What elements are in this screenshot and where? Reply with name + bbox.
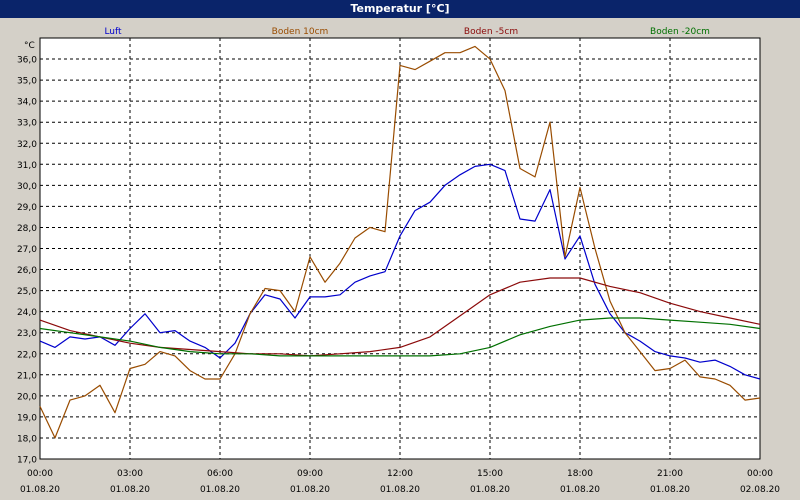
- window-title: Temperatur [°C]: [0, 0, 800, 18]
- y-tick-label: 27,0: [17, 245, 37, 255]
- y-tick-label: 36,0: [17, 56, 37, 66]
- y-tick-label: 35,0: [17, 77, 37, 87]
- y-tick-label: 32,0: [17, 140, 37, 150]
- x-tick-date-label: 01.08.20: [650, 485, 690, 495]
- y-tick-label: 34,0: [17, 98, 37, 108]
- x-tick-time-label: 21:00: [657, 469, 683, 479]
- y-tick-label: 28,0: [17, 224, 37, 234]
- x-tick-date-label: 01.08.20: [380, 485, 420, 495]
- y-tick-label: 22,0: [17, 350, 37, 360]
- legend-entry: Boden 10cm: [272, 27, 329, 37]
- y-tick-label: 17,0: [17, 456, 37, 466]
- legend-entry: Luft: [104, 27, 122, 37]
- series-line: [39, 163, 761, 380]
- series-line: [39, 45, 761, 439]
- x-tick-date-label: 01.08.20: [200, 485, 240, 495]
- x-tick-date-label: 01.08.20: [470, 485, 510, 495]
- y-tick-label: 18,0: [17, 434, 37, 444]
- y-tick-label: 30,0: [17, 182, 37, 192]
- x-tick-time-label: 15:00: [477, 469, 503, 479]
- y-tick-label: 29,0: [17, 203, 37, 213]
- x-tick-date-label: 01.08.20: [290, 485, 330, 495]
- x-tick-time-label: 09:00: [297, 469, 323, 479]
- y-tick-label: 19,0: [17, 413, 37, 423]
- x-tick-date-label: 01.08.20: [110, 485, 150, 495]
- x-tick-date-label: 01.08.20: [20, 485, 60, 495]
- y-tick-label: 26,0: [17, 266, 37, 276]
- x-tick-time-label: 12:00: [387, 469, 413, 479]
- series-line: [39, 317, 761, 357]
- x-tick-time-label: 03:00: [117, 469, 143, 479]
- y-tick-label: 33,0: [17, 119, 37, 129]
- legend-entry: Boden -5cm: [464, 27, 518, 37]
- y-tick-label: 25,0: [17, 287, 37, 297]
- y-axis-unit-label: °C: [24, 41, 35, 51]
- y-tick-label: 31,0: [17, 161, 37, 171]
- y-tick-label: 23,0: [17, 329, 37, 339]
- x-tick-time-label: 06:00: [207, 469, 233, 479]
- y-tick-label: 21,0: [17, 371, 37, 381]
- legend-entry: Boden -20cm: [650, 27, 710, 37]
- x-tick-date-label: 01.08.20: [560, 485, 600, 495]
- y-tick-label: 24,0: [17, 308, 37, 318]
- y-tick-label: 20,0: [17, 392, 37, 402]
- x-tick-time-label: 00:00: [747, 469, 773, 479]
- x-tick-date-label: 02.08.20: [740, 485, 780, 495]
- x-tick-time-label: 00:00: [27, 469, 53, 479]
- plot-frame: [39, 37, 761, 460]
- x-tick-time-label: 18:00: [567, 469, 593, 479]
